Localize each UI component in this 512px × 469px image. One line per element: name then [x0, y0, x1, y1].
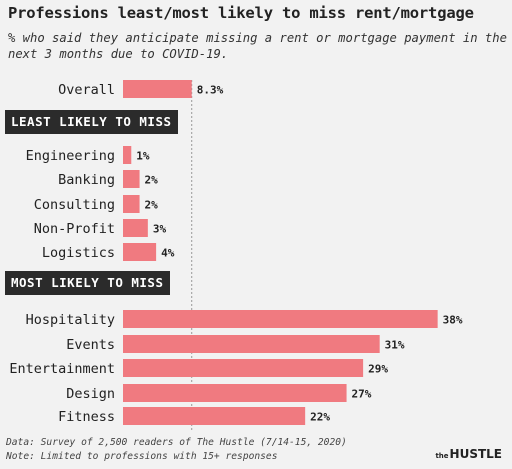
- bar-entertainment: [123, 359, 364, 377]
- section-banner-least: LEAST LIKELY TO MISS: [5, 110, 178, 134]
- category-label-events: Events: [66, 337, 115, 353]
- brand-logo-name: HUSTLE: [449, 447, 502, 461]
- category-label-engineering: Engineering: [26, 148, 115, 164]
- footer-note: Note: Limited to professions with 15+ re…: [6, 451, 278, 462]
- bar-fitness: [123, 407, 306, 425]
- chart-subtitle: % who said they anticipate missing a ren…: [8, 31, 507, 61]
- bar-design: [123, 384, 347, 402]
- category-label-design: Design: [66, 386, 115, 402]
- value-label-entertainment: 29%: [368, 363, 388, 376]
- bar-engineering: [123, 146, 132, 164]
- category-label-entertainment: Entertainment: [9, 361, 115, 377]
- value-label-logistics: 4%: [161, 247, 175, 260]
- brand-logo-prefix: the: [435, 452, 449, 460]
- value-label-engineering: 1%: [136, 150, 150, 163]
- category-label-banking: Banking: [58, 172, 115, 188]
- bar-events: [123, 335, 380, 353]
- value-label-consulting: 2%: [145, 199, 159, 212]
- bar-banking: [123, 170, 140, 188]
- value-label-non-profit: 3%: [153, 223, 167, 236]
- category-label-consulting: Consulting: [34, 197, 115, 213]
- category-label-fitness: Fitness: [58, 409, 115, 425]
- value-label-banking: 2%: [145, 174, 159, 187]
- category-label-overall: Overall: [58, 82, 115, 98]
- value-label-design: 27%: [352, 388, 372, 401]
- value-label-fitness: 22%: [310, 411, 330, 424]
- category-label-hospitality: Hospitality: [26, 312, 115, 328]
- section-banner-most: MOST LIKELY TO MISS: [5, 271, 170, 295]
- bar-logistics: [123, 243, 157, 261]
- bar-overall: [123, 80, 192, 98]
- value-label-overall: 8.3%: [197, 84, 224, 97]
- bar-hospitality: [123, 310, 438, 328]
- category-label-non-profit: Non-Profit: [34, 221, 115, 237]
- footer-data-source: Data: Survey of 2,500 readers of The Hus…: [6, 437, 347, 448]
- category-label-logistics: Logistics: [42, 245, 115, 261]
- value-label-events: 31%: [385, 339, 405, 352]
- brand-logo: theHUSTLE: [435, 447, 502, 461]
- value-label-hospitality: 38%: [443, 314, 463, 327]
- chart-title: Professions least/most likely to miss re…: [8, 4, 474, 22]
- bar-consulting: [123, 195, 140, 213]
- bar-non-profit: [123, 219, 148, 237]
